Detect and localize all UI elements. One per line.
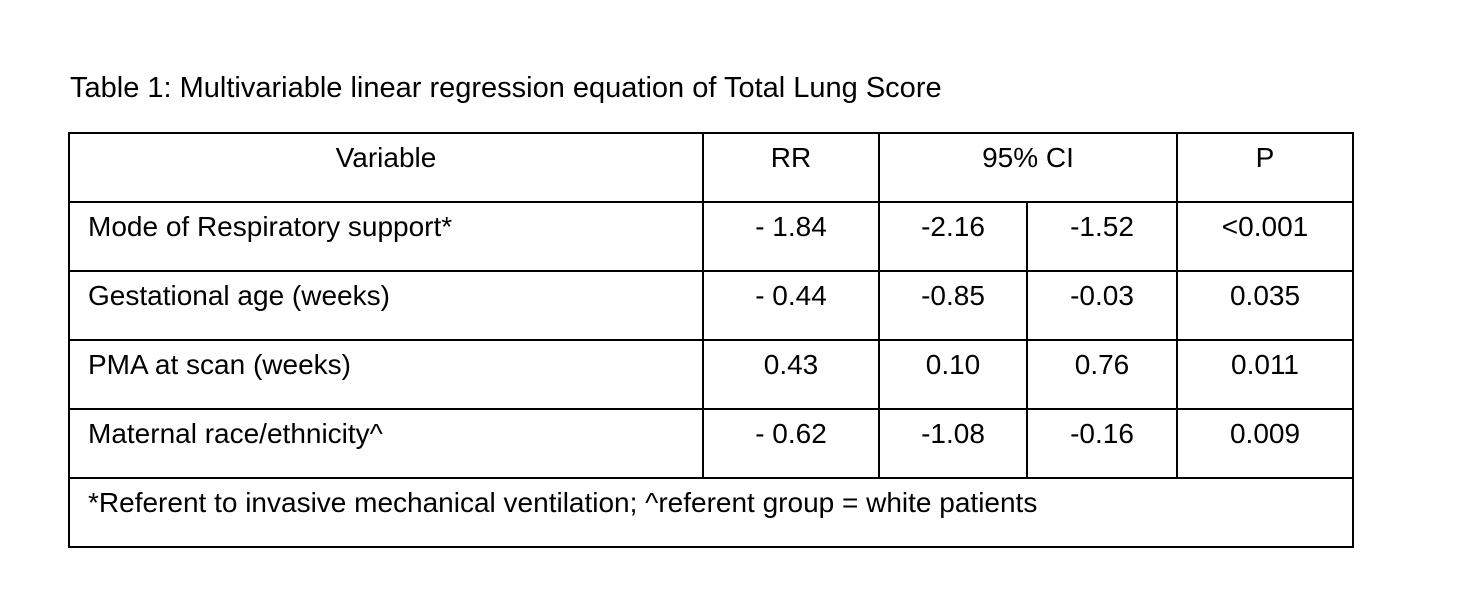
table-header-row: Variable RR 95% CI P — [68, 132, 1355, 203]
regression-table: Variable RR 95% CI P Mode of Respiratory… — [67, 132, 1355, 548]
cell-variable: Gestational age (weeks) — [68, 270, 704, 341]
table-row: Mode of Respiratory support* - 1.84 -2.1… — [68, 201, 1355, 272]
cell-variable: Mode of Respiratory support* — [68, 201, 704, 272]
cell-rr: - 0.62 — [702, 408, 880, 479]
cell-ci-low: 0.10 — [878, 339, 1028, 410]
cell-ci-low: -0.85 — [878, 270, 1028, 341]
header-ci: 95% CI — [877, 132, 1179, 203]
cell-ci-high: -0.16 — [1025, 408, 1179, 479]
header-p: P — [1176, 132, 1355, 203]
cell-variable: Maternal race/ethnicity^ — [68, 408, 704, 479]
header-rr: RR — [702, 132, 880, 203]
cell-ci-high: -1.52 — [1025, 201, 1179, 272]
cell-ci-high: -0.03 — [1025, 270, 1179, 341]
table-row: Maternal race/ethnicity^ - 0.62 -1.08 -0… — [68, 408, 1355, 479]
cell-rr: - 1.84 — [702, 201, 880, 272]
cell-p: 0.009 — [1176, 408, 1355, 479]
cell-rr: 0.43 — [702, 339, 880, 410]
cell-rr: - 0.44 — [702, 270, 880, 341]
cell-ci-low: -1.08 — [878, 408, 1028, 479]
cell-p: <0.001 — [1176, 201, 1355, 272]
cell-ci-low: -2.16 — [878, 201, 1028, 272]
table-row: PMA at scan (weeks) 0.43 0.10 0.76 0.011 — [68, 339, 1355, 410]
table-footnote-row: *Referent to invasive mechanical ventila… — [67, 477, 1355, 548]
cell-ci-high: 0.76 — [1025, 339, 1179, 410]
table-row: Gestational age (weeks) - 0.44 -0.85 -0.… — [68, 270, 1355, 341]
header-variable: Variable — [68, 132, 704, 203]
cell-p: 0.035 — [1176, 270, 1355, 341]
table-caption: Table 1: Multivariable linear regression… — [70, 72, 942, 104]
table-footnote: *Referent to invasive mechanical ventila… — [67, 477, 1355, 548]
cell-variable: PMA at scan (weeks) — [68, 339, 704, 410]
cell-p: 0.011 — [1176, 339, 1355, 410]
